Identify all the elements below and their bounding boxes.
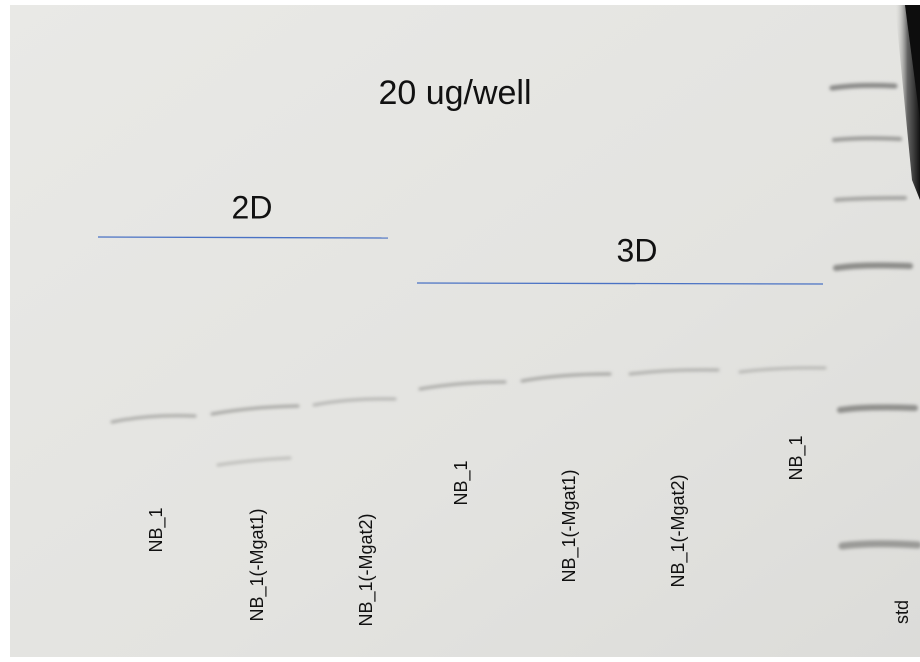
- lane-label: NB_1: [786, 435, 807, 480]
- sample-band: [110, 414, 197, 424]
- lane-label: NB_1(-Mgat2): [356, 513, 377, 626]
- marker-band: [832, 136, 902, 142]
- sample-band: [210, 404, 300, 416]
- lane-labels: NB_1 NB_1(-Mgat1) NB_1(-Mgat2) NB_1 NB_1(-Mg…: [146, 435, 912, 626]
- marker-band: [837, 404, 918, 413]
- marker-band: [829, 82, 898, 91]
- lane-label: NB_1: [451, 460, 472, 505]
- lane-label: NB_1(-Mgat2): [668, 474, 689, 587]
- sample-band: [738, 366, 827, 374]
- sample-band: [520, 372, 612, 383]
- marker-band: [838, 540, 920, 550]
- sample-band: [216, 456, 292, 467]
- sample-band: [628, 368, 720, 376]
- lane-label: NB_1: [146, 507, 167, 552]
- group-label: 3D: [617, 232, 658, 268]
- group-line: [416, 282, 824, 285]
- marker-band: [833, 262, 913, 271]
- gel-background: [10, 5, 920, 657]
- lane-label: NB_1(-Mgat1): [559, 469, 580, 582]
- title: 20 ug/well: [378, 74, 531, 112]
- marker-band: [834, 196, 907, 202]
- sample-band: [312, 397, 397, 407]
- group-label: 2D: [232, 189, 273, 225]
- lane-label: std: [892, 600, 912, 624]
- sample-band: [418, 380, 507, 391]
- gel-edge-dark: [905, 5, 920, 120]
- group-line: [97, 236, 389, 239]
- bands: [110, 82, 920, 550]
- lane-label: NB_1(-Mgat1): [247, 508, 268, 621]
